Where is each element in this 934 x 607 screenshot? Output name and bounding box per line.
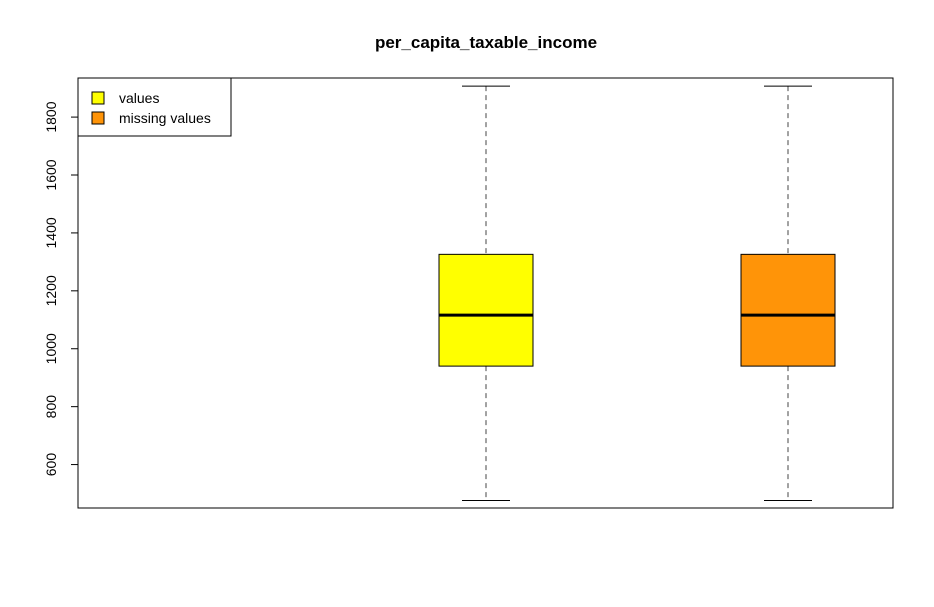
legend-swatch-missing-values bbox=[91, 111, 105, 125]
y-tick-label: 800 bbox=[43, 395, 59, 419]
legend: values missing values bbox=[77, 77, 232, 137]
iqr-box bbox=[438, 253, 534, 367]
box-missing-values bbox=[740, 85, 836, 501]
legend-swatch-values bbox=[91, 91, 105, 105]
chart-title: per_capita_taxable_income bbox=[375, 33, 597, 52]
y-tick-label: 1600 bbox=[43, 159, 59, 190]
y-tick-label: 1400 bbox=[43, 217, 59, 248]
legend-label-values: values bbox=[119, 90, 159, 106]
legend-label-missing-values: missing values bbox=[119, 110, 211, 126]
iqr-box bbox=[740, 253, 836, 367]
legend-frame bbox=[77, 77, 232, 137]
y-axis: 600 800 1000 1200 1400 1600 1800 bbox=[43, 101, 78, 476]
box-series-group bbox=[438, 85, 836, 501]
y-tick-label: 1800 bbox=[43, 101, 59, 132]
y-tick-label: 1200 bbox=[43, 275, 59, 306]
plot-frame bbox=[77, 77, 894, 509]
box-values bbox=[438, 85, 534, 501]
y-tick-label: 1000 bbox=[43, 333, 59, 364]
y-tick-label: 600 bbox=[43, 453, 59, 477]
